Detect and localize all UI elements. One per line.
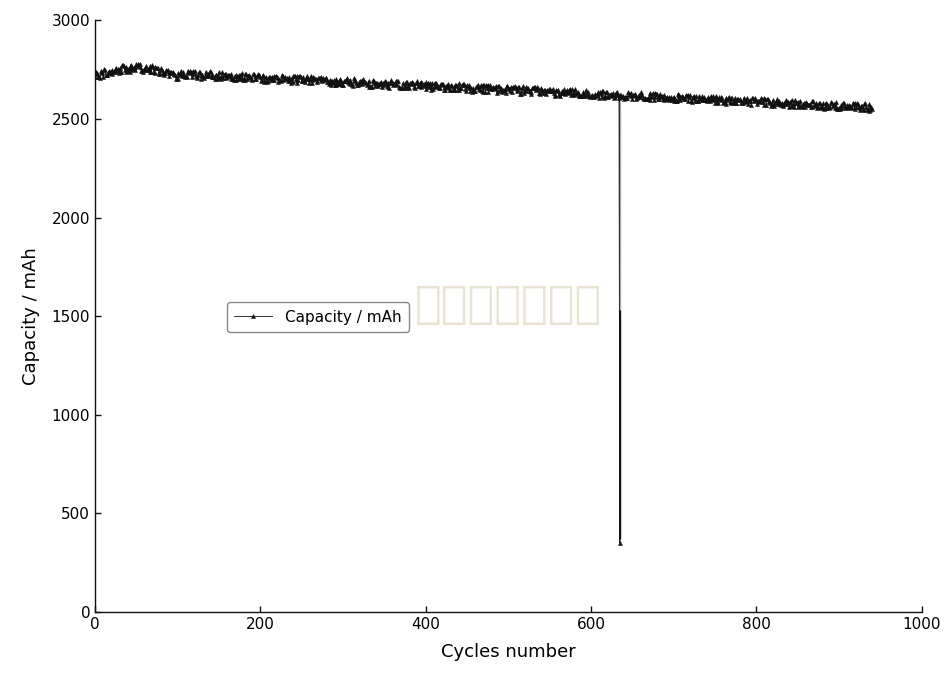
- Legend: Capacity / mAh: Capacity / mAh: [227, 302, 408, 333]
- Capacity / mAh: [818, 105, 829, 113]
- Text: 快速模式为打开: 快速模式为打开: [414, 283, 602, 326]
- Capacity / mAh: [89, 73, 101, 81]
- Capacity / mAh: [425, 83, 436, 91]
- Line: Capacity / mAh: Capacity / mAh: [93, 62, 874, 545]
- Capacity / mAh: [687, 92, 698, 101]
- Y-axis label: Capacity / mAh: Capacity / mAh: [23, 248, 41, 385]
- Capacity / mAh: [698, 92, 710, 101]
- Capacity / mAh: [866, 105, 878, 113]
- Capacity / mAh: [614, 539, 625, 547]
- Capacity / mAh: [274, 75, 285, 84]
- X-axis label: Cycles number: Cycles number: [441, 643, 576, 661]
- Capacity / mAh: [130, 60, 142, 68]
- Capacity / mAh: [273, 78, 284, 86]
